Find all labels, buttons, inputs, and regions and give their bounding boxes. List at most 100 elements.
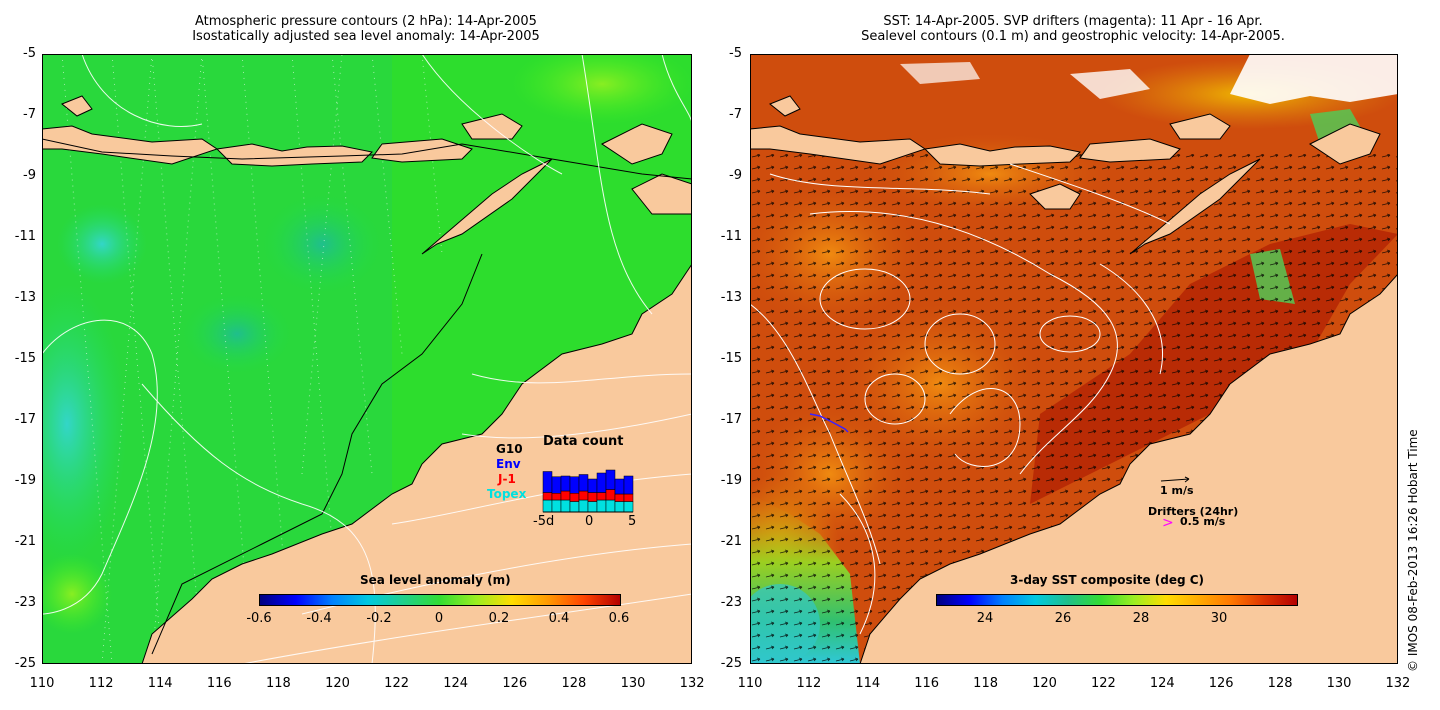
y-tick-label-left: -5 [23,46,36,61]
data-count-bar-segment [560,475,571,492]
data-count-chart [542,469,634,513]
colorbar-tick-label: 28 [1132,611,1150,626]
x-tick-label-left: 114 [147,676,173,691]
drifters-scale: 0.5 m/s [1180,515,1226,528]
data-count-bar-segment [614,501,625,513]
data-count-xtick: 5 [628,514,637,529]
x-tick-label-right: 122 [1090,676,1116,691]
data-count-bar-segment [623,475,634,495]
y-tick-label-left: -13 [14,290,36,305]
data-count-bar-segment [578,474,589,492]
right-colorbar-label: 3-day SST composite (deg C) [1010,573,1205,587]
y-tick-label-left: -11 [14,229,36,244]
credit-text: © IMOS 08-Feb-2013 16:26 Hobart Time [1406,429,1420,672]
y-tick-label-right: -21 [720,534,742,549]
data-count-bar-segment [578,490,589,501]
velocity-scale-arrow [1160,476,1190,483]
x-tick-label-left: 122 [384,676,409,691]
x-tick-label-right: 118 [973,676,998,691]
x-tick-label-right: 128 [1267,676,1293,691]
y-tick-label-right: -9 [729,168,742,183]
data-count-bar-segment [542,499,553,513]
sst-land [750,95,1398,664]
drifters-arrow-icon: > [1162,515,1174,531]
data-count-bar-segment [569,476,580,494]
drifter-track [809,413,849,433]
data-count-bar-segment [551,499,562,513]
data-count-bar-segment [587,478,598,493]
y-tick-label-left: -15 [14,351,36,366]
x-tick-label-left: 120 [325,676,350,691]
velocity-scale-label: 1 m/s [1160,484,1194,497]
x-tick-label-right: 110 [737,676,763,691]
y-tick-label-right: -23 [720,595,742,610]
y-tick-label-right: -19 [720,473,742,488]
left-title-line2: Isostatically adjusted sea level anomaly… [192,29,540,44]
satellite-legend-item: Topex [487,487,527,501]
x-tick-label-left: 110 [29,676,55,691]
data-count-bar-segment [614,478,625,495]
x-tick-label-left: 128 [561,676,587,691]
data-count-bar-segment [560,490,571,501]
x-tick-label-left: 126 [502,676,528,691]
x-tick-label-left: 132 [679,676,705,691]
left-panel-title: Atmospheric pressure contours (2 hPa): 1… [40,14,692,44]
colorbar-tick-label: 24 [976,611,994,626]
x-tick-label-right: 116 [914,676,940,691]
y-tick-label-right: -17 [720,412,742,427]
satellite-legend-item: G10 [496,442,523,456]
data-count-bar-segment [551,493,562,501]
sst-colorbar [936,594,1298,606]
x-tick-label-left: 130 [620,676,646,691]
data-count-bar-segment [569,493,580,502]
right-title-line2: Sealevel contours (0.1 m) and geostrophi… [861,29,1285,44]
data-count-bar-segment [623,501,634,513]
y-tick-label-right: -11 [720,229,742,244]
data-count-xtick: -5d [533,514,555,529]
y-tick-label-right: -15 [720,351,742,366]
data-count-bar-segment [605,469,616,490]
data-count-bar-segment [551,476,562,494]
x-tick-label-right: 130 [1326,676,1352,691]
sst-map[interactable] [750,54,1398,664]
x-tick-label-right: 132 [1385,676,1411,691]
y-tick-label-right: -5 [729,46,742,61]
x-tick-label-left: 118 [265,676,291,691]
data-count-bar-segment [587,492,598,502]
colorbar-tick-label: 0.4 [548,611,570,626]
data-count-xtick: 0 [585,514,594,529]
sla-land [42,95,692,664]
data-count-bar-segment [596,499,607,513]
data-count-bar-segment [623,493,634,502]
data-count-bar-segment [614,493,625,502]
sea-level-anomaly-map[interactable] [42,54,692,664]
data-count-bar-segment [569,501,580,513]
left-title-line1: Atmospheric pressure contours (2 hPa): 1… [195,14,537,29]
data-count-bar-segment [578,499,589,513]
left-colorbar-label: Sea level anomaly (m) [360,573,511,587]
drifters-label: Drifters (24hr) [1148,505,1239,518]
y-tick-label-left: -25 [14,656,36,671]
y-tick-label-right: -13 [720,290,742,305]
satellite-legend-item: J-1 [498,472,516,486]
colorbar-tick-label: -0.2 [366,611,392,626]
colorbar-tick-label: -0.6 [246,611,272,626]
data-count-bar-segment [605,489,616,501]
y-tick-label-right: -25 [720,656,742,671]
x-tick-label-right: 114 [855,676,881,691]
satellite-legend-item: Env [496,457,521,471]
data-count-bar-segment [587,501,598,513]
x-tick-label-right: 126 [1208,676,1234,691]
y-tick-label-left: -23 [14,595,36,610]
y-tick-label-left: -21 [14,534,36,549]
data-count-title: Data count [543,434,624,449]
y-tick-label-left: -7 [23,107,36,122]
data-count-bar-segment [596,492,607,501]
x-tick-label-left: 116 [206,676,232,691]
x-tick-label-right: 120 [1032,676,1057,691]
data-count-bar-segment [605,499,616,513]
y-tick-label-left: -9 [23,168,36,183]
data-count-bar-segment [560,499,571,513]
y-tick-label-left: -19 [14,473,36,488]
y-tick-label-right: -7 [729,107,742,122]
